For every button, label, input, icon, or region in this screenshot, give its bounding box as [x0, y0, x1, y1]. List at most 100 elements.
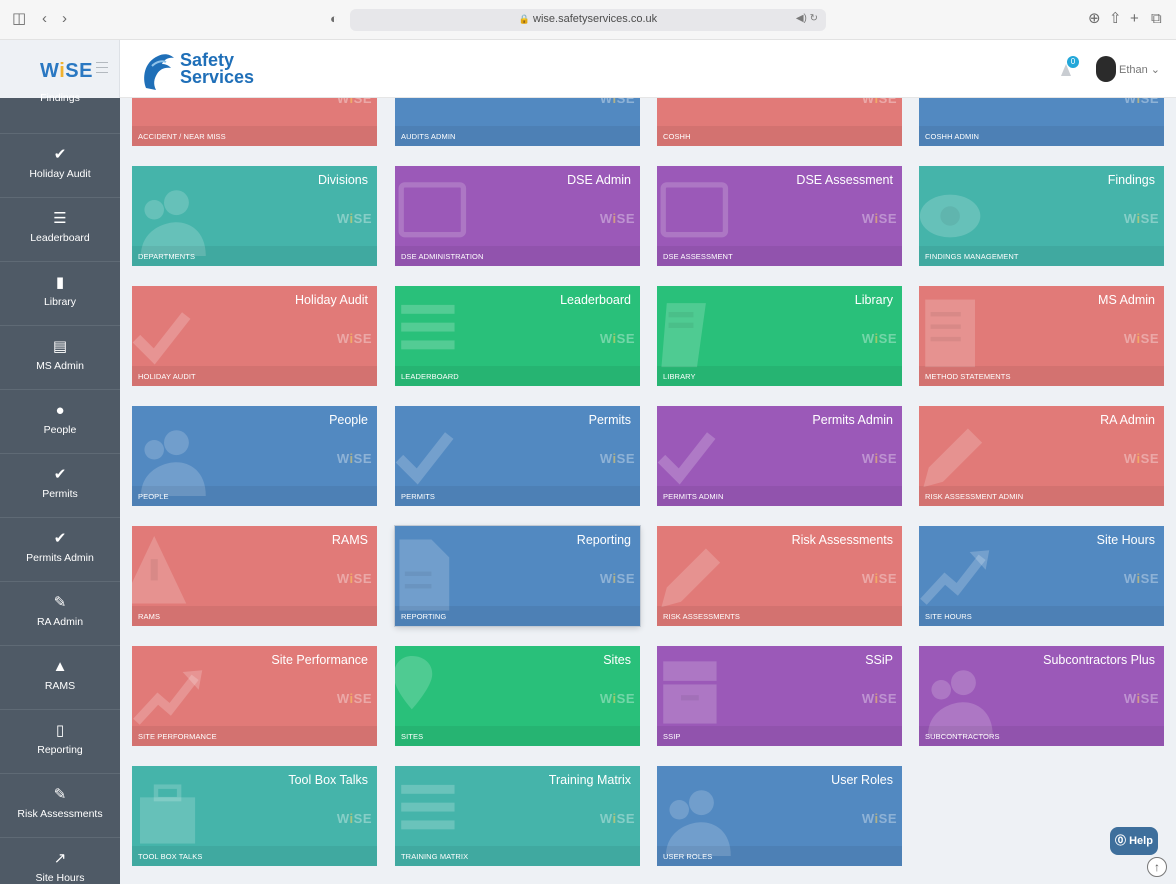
tile-risk-assessment-admin[interactable]: RA Admin WiSE RISK ASSESSMENT ADMIN [919, 406, 1164, 506]
pencil-icon [661, 548, 721, 608]
sidebar-item-rams[interactable]: ▲ RAMS [0, 646, 120, 710]
tile-risk-assessments[interactable]: Risk Assessments WiSE RISK ASSESSMENTS [657, 526, 902, 626]
sidebar-item-label: Holiday Audit [29, 168, 91, 180]
tile-subtitle: PEOPLE [138, 492, 169, 501]
download-icon[interactable]: ⊕ [1088, 10, 1101, 27]
tile-footer [132, 726, 377, 746]
warning-icon [132, 536, 187, 604]
tile-leaderboard[interactable]: Leaderboard WiSE LEADERBOARD [395, 286, 640, 386]
sidebar-item-people[interactable]: ● People [0, 390, 120, 454]
tile-subtitle: COSHH ADMIN [925, 132, 980, 141]
sidebar-item-findings[interactable]: Findings [0, 92, 120, 134]
tile-permits-admin[interactable]: Permits Admin WiSE PERMITS ADMIN [657, 406, 902, 506]
dolphin-logo-icon[interactable] [138, 48, 178, 92]
tile-tool-box-talks[interactable]: Tool Box Talks WiSE TOOL BOX TALKS [132, 766, 377, 866]
tile-dse-assessment[interactable]: DSE Assessment WiSE DSE ASSESSMENT [657, 166, 902, 266]
tile-title: User Roles [831, 773, 893, 787]
audio-reload-icon[interactable]: ◀) ↻ [795, 13, 818, 24]
sidebar-item-label: MS Admin [36, 360, 84, 372]
sidebar-item-library[interactable]: ▮ Library [0, 262, 120, 326]
sidebar-item-label: Findings [40, 92, 80, 104]
sidebar-item-holiday-audit[interactable]: ✔ Holiday Audit [0, 134, 120, 198]
sidebar-item-ms-admin[interactable]: ▤ MS Admin [0, 326, 120, 390]
tile-site-performance[interactable]: Site Performance WiSE SITE PERFORMANCE [132, 646, 377, 746]
tile-title: Divisions [317, 173, 368, 187]
wise-logo[interactable]: WiSE [40, 60, 93, 82]
tile-footer [919, 606, 1164, 626]
sidebar-item-label: Permits Admin [26, 552, 94, 564]
check-icon [395, 432, 454, 485]
tile-library[interactable]: Library WiSE LIBRARY [657, 286, 902, 386]
tile-sites[interactable]: Sites WiSE SITES [395, 646, 640, 746]
notification-icon[interactable] [1058, 58, 1074, 78]
tile-footer [657, 606, 902, 626]
company-logo-text[interactable]: Safety Services [180, 50, 255, 87]
tile-user-roles[interactable]: User Roles WiSE USER ROLES [657, 766, 902, 866]
sidebar-item-leaderboard[interactable]: ☰ Leaderboard [0, 198, 120, 262]
tile-dse-administration[interactable]: DSE Admin WiSE DSE ADMINISTRATION [395, 166, 640, 266]
new-tab-icon[interactable]: + [1130, 10, 1139, 27]
tile-subcontractors[interactable]: Subcontractors Plus WiSE SUBCONTRACTORS [919, 646, 1164, 746]
tile-footer [919, 366, 1164, 386]
wise-watermark-icon: WiSE [336, 211, 372, 226]
tile-people[interactable]: People WiSE PEOPLE [132, 406, 377, 506]
lock-icon: 🔒 [518, 14, 531, 24]
list-icon [401, 784, 455, 830]
tile-site-hours[interactable]: Site Hours WiSE SITE HOURS [919, 526, 1164, 626]
wise-watermark-icon: WiSE [336, 691, 372, 706]
browser-toolbar: ◫ ‹ › ◐ 🔒 wise.safetyservices.co.uk ◀) ↻ … [0, 0, 1176, 40]
tile-permits[interactable]: Permits WiSE PERMITS [395, 406, 640, 506]
tile-rams[interactable]: RAMS WiSE RAMS [132, 526, 377, 626]
tile-footer [395, 486, 640, 506]
tile-ssip[interactable]: SSiP WiSE SSIP [657, 646, 902, 746]
tile-subtitle: COSHH [663, 132, 691, 141]
sidebar-toggle-icon[interactable]: ◫ [12, 10, 27, 27]
sidebar-item-site-hours[interactable]: ↗ Site Hours [0, 838, 120, 884]
wise-watermark-icon: WiSE [861, 691, 897, 706]
avatar[interactable] [1096, 56, 1116, 82]
tile-method-statements[interactable]: MS Admin WiSE METHOD STATEMENTS [919, 286, 1164, 386]
sidebar-item-icon: ✎ [53, 786, 67, 803]
tile-title: Holiday Audit [295, 293, 368, 307]
address-bar[interactable]: 🔒 wise.safetyservices.co.uk ◀) ↻ [350, 9, 826, 31]
tile-footer [395, 606, 640, 626]
tile-footer [132, 126, 377, 146]
tile-title: Reporting [576, 533, 631, 547]
menu-toggle-icon[interactable] [96, 62, 108, 77]
tile-subtitle: DSE ASSESSMENT [663, 252, 733, 261]
sidebar-item-reporting[interactable]: ▯ Reporting [0, 710, 120, 774]
sidebar-item-permits-admin[interactable]: ✔ Permits Admin [0, 518, 120, 582]
tile-findings-management[interactable]: Findings WiSE FINDINGS MANAGEMENT [919, 166, 1164, 266]
forward-icon[interactable]: › [62, 10, 67, 27]
tile-footer [132, 486, 377, 506]
tile-footer [132, 606, 377, 626]
tile-footer [657, 246, 902, 266]
sidebar-item-icon: ▤ [52, 338, 68, 355]
wise-watermark-icon: WiSE [861, 331, 897, 346]
help-button[interactable]: ⓪ Help [1110, 827, 1158, 855]
brand-area: WiSE [0, 40, 120, 98]
share-icon[interactable]: ⇧ [1109, 10, 1122, 27]
back-icon[interactable]: ‹ [42, 10, 47, 27]
sidebar-item-risk-assessments[interactable]: ✎ Risk Assessments [0, 774, 120, 838]
sidebar-item-icon: ▮ [55, 274, 65, 291]
scroll-to-top-icon[interactable]: ↑ [1147, 857, 1167, 877]
sidebar-item-permits[interactable]: ✔ Permits [0, 454, 120, 518]
sidebar-item-ra-admin[interactable]: ✎ RA Admin [0, 582, 120, 646]
sidebar-item-label: Leaderboard [30, 232, 90, 244]
tile-departments[interactable]: Divisions WiSE DEPARTMENTS [132, 166, 377, 266]
user-menu[interactable]: Ethan ⌄ [1119, 64, 1161, 76]
tile-subtitle: LEADERBOARD [401, 372, 459, 381]
pin-icon [395, 656, 433, 710]
tile-subtitle: RAMS [138, 612, 161, 621]
tabs-overview-icon[interactable]: ⧉ [1151, 10, 1162, 27]
wise-watermark-icon: WiSE [599, 451, 635, 466]
shield-icon[interactable]: ◐ [330, 11, 338, 26]
tile-training-matrix[interactable]: Training Matrix WiSE TRAINING MATRIX [395, 766, 640, 866]
tile-footer [657, 366, 902, 386]
book-icon [661, 303, 706, 368]
tile-holiday-audit[interactable]: Holiday Audit WiSE HOLIDAY AUDIT [132, 286, 377, 386]
tile-subtitle: SUBCONTRACTORS [925, 732, 1000, 741]
screen-icon [398, 182, 467, 238]
tile-reporting[interactable]: Reporting WiSE REPORTING [395, 526, 640, 626]
